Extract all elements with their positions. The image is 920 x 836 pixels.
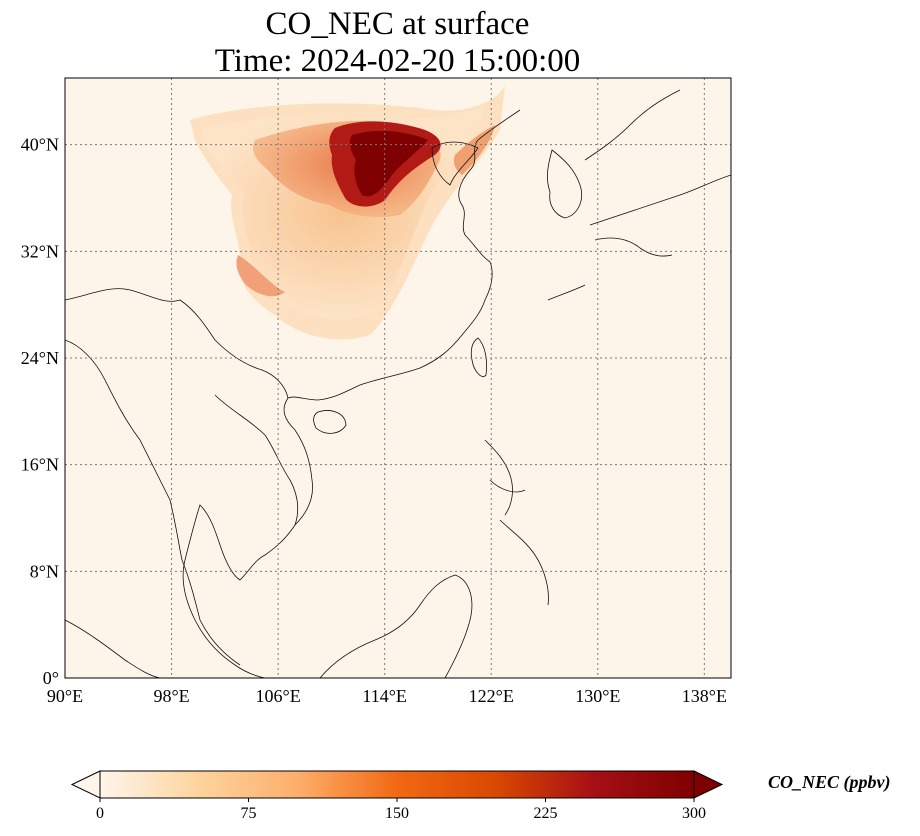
longitude-tick-label: 122°E <box>469 686 514 706</box>
plume-core-dark <box>349 130 428 197</box>
longitude-tick-label: 130°E <box>575 686 620 706</box>
borneo <box>319 574 473 678</box>
colorbar-ticks <box>99 798 695 802</box>
japan-islands <box>547 89 731 301</box>
colorbar-gradient <box>99 770 695 799</box>
colorbar-tick-label: 225 <box>533 805 558 822</box>
indochina-coast <box>182 397 313 678</box>
latitude-tick-label: 32°N <box>21 241 59 261</box>
latitude-tick-labels: 0° 8°N 16°N 24°N 32°N 40°N <box>21 135 59 688</box>
latitude-tick-label: 24°N <box>21 348 59 368</box>
colorbar <box>70 770 724 802</box>
china-southwest-border <box>65 288 289 399</box>
longitude-tick-label: 106°E <box>256 686 301 706</box>
taiwan <box>470 337 487 377</box>
map-subtitle-time: Time: 2024-02-20 15:00:00 <box>214 43 581 79</box>
colorbar-extend-min <box>70 770 101 799</box>
bohai-gulf <box>431 141 479 186</box>
latitude-tick-label: 16°N <box>21 455 59 475</box>
sumatra-malaya <box>65 559 241 678</box>
map-frame <box>64 77 732 679</box>
colorbar-title: CO_NEC (ppbv) <box>768 772 891 792</box>
myanmar-border <box>65 339 183 561</box>
map-title: CO_NEC at surface <box>265 6 530 42</box>
hainan <box>313 410 347 434</box>
colorbar-tick-label: 75 <box>240 805 257 822</box>
laos-vietnam-border <box>214 394 299 526</box>
latitude-tick-label: 8°N <box>30 561 59 581</box>
latitude-tick-label: 0° <box>43 668 59 688</box>
longitude-tick-label: 98°E <box>153 686 189 706</box>
korea-peninsula <box>546 149 582 219</box>
longitude-tick-labels: 90°E 98°E 106°E 114°E 122°E 130°E 138°E <box>47 686 727 706</box>
coastlines-and-borders <box>65 89 731 678</box>
co-concentration-field <box>190 85 505 340</box>
philippines <box>484 439 549 606</box>
colorbar-tick-label: 300 <box>682 805 706 822</box>
plume-south-band <box>236 255 285 297</box>
map-gridlines <box>65 78 731 678</box>
longitude-tick-label: 90°E <box>47 686 83 706</box>
colorbar-tick-label: 150 <box>385 805 409 822</box>
longitude-tick-label: 114°E <box>362 686 407 706</box>
longitude-tick-label: 138°E <box>682 686 727 706</box>
latitude-tick-label: 40°N <box>21 135 59 155</box>
colorbar-extend-max <box>693 770 724 799</box>
colorbar-tick-label: 0 <box>96 805 104 822</box>
china-coastline <box>287 109 521 401</box>
